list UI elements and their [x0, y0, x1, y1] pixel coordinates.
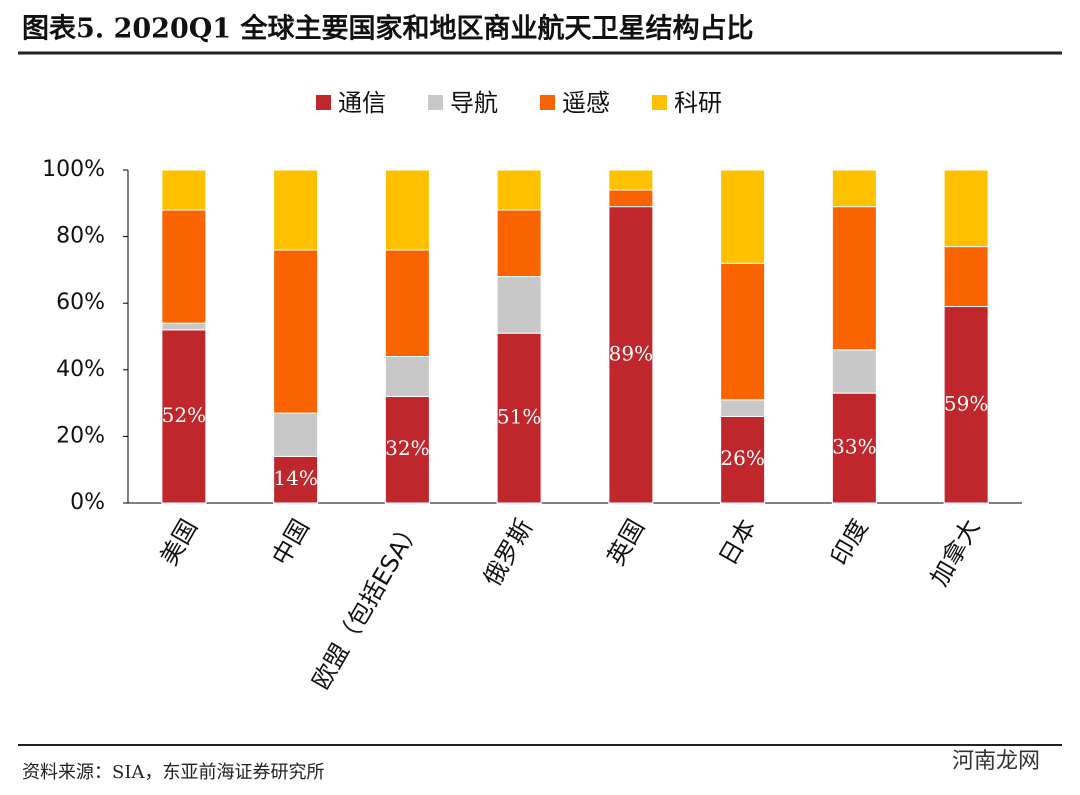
value-label: 52% — [162, 403, 206, 427]
bar-segment — [943, 169, 989, 248]
bar-segment — [608, 169, 654, 191]
bar-segment — [273, 412, 319, 457]
bar-segment — [720, 262, 766, 401]
bar-segment — [496, 169, 542, 211]
bar-segment — [831, 206, 877, 351]
watermark: 河南龙网 — [952, 749, 1040, 774]
legend-label: 科研 — [674, 89, 722, 117]
legend-label: 遥感 — [562, 89, 610, 117]
bar-segment — [384, 395, 430, 504]
legend-swatch — [540, 95, 555, 110]
x-tick-label: 美国 — [155, 515, 203, 571]
y-tick-label: 20% — [56, 423, 105, 448]
bar-segment — [273, 249, 319, 414]
bar-segment — [943, 246, 989, 308]
bar-segment — [273, 169, 319, 251]
bar-segment — [384, 355, 430, 397]
x-tick-label: 日本 — [714, 515, 762, 571]
value-label: 14% — [273, 466, 317, 490]
y-tick-label: 40% — [56, 357, 105, 382]
legend-swatch — [428, 95, 443, 110]
legend-label: 导航 — [450, 89, 498, 117]
bar-segment — [943, 306, 989, 504]
bar-segment — [831, 169, 877, 208]
value-label: 33% — [832, 435, 876, 459]
bar-segment — [720, 415, 766, 504]
bar-segment — [161, 209, 207, 324]
bar-segment — [720, 169, 766, 264]
bar-segment — [496, 209, 542, 278]
value-label: 59% — [944, 391, 988, 415]
legend-swatch — [652, 95, 667, 110]
bar-segment — [831, 349, 877, 394]
value-label: 32% — [385, 436, 429, 460]
bar-segment — [384, 249, 430, 357]
legend-label: 通信 — [338, 89, 386, 117]
chart-title: 图表5. 2020Q1 全球主要国家和地区商业航天卫星结构占比 — [22, 13, 753, 45]
bar-segment — [720, 399, 766, 417]
bar-segment — [608, 189, 654, 208]
bar-segment — [496, 276, 542, 334]
y-tick-label: 0% — [70, 490, 105, 515]
x-tick-label: 中国 — [267, 515, 315, 571]
x-tick-label: 英国 — [602, 515, 650, 571]
y-tick-label: 60% — [56, 290, 105, 315]
y-tick-label: 80% — [56, 224, 105, 249]
value-label: 26% — [720, 446, 764, 470]
x-tick-label: 欧盟（包括ESA） — [307, 515, 427, 695]
value-label: 89% — [609, 341, 653, 365]
value-label: 51% — [497, 405, 541, 429]
bar-segment — [608, 206, 654, 504]
bar-segment — [831, 392, 877, 504]
x-tick-label: 俄罗斯 — [478, 515, 538, 591]
bar-segment — [161, 322, 207, 331]
y-tick-label: 100% — [42, 157, 105, 182]
source: 资料来源：SIA，东亚前海证券研究所 — [22, 762, 324, 783]
x-tick-label: 加拿大 — [925, 515, 985, 591]
x-tick-label: 印度 — [825, 515, 873, 571]
bar-segment — [384, 169, 430, 251]
bar-segment — [161, 169, 207, 211]
bar-segment — [496, 332, 542, 504]
legend-swatch — [316, 95, 331, 110]
bar-segment — [273, 455, 319, 504]
